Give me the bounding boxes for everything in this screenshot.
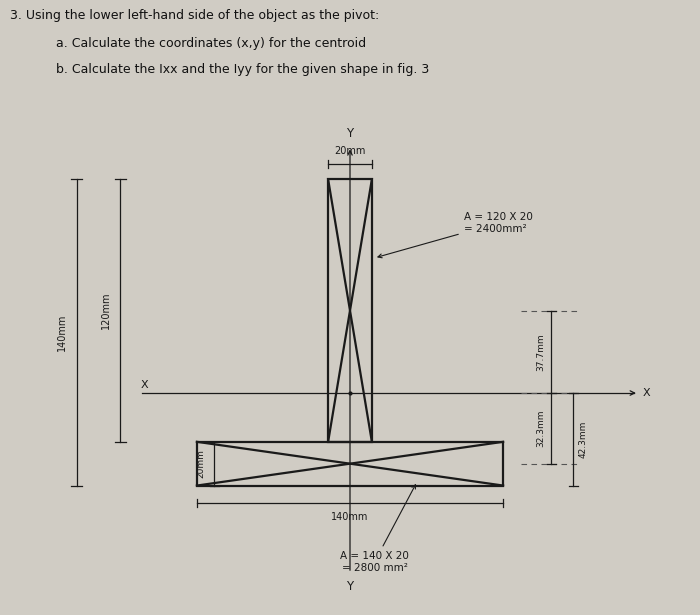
Text: X: X <box>643 388 651 398</box>
Text: 3. Using the lower left-hand side of the object as the pivot:: 3. Using the lower left-hand side of the… <box>10 9 379 22</box>
Text: 20mm: 20mm <box>197 449 206 478</box>
Bar <box>197 442 503 486</box>
Text: 32.3mm: 32.3mm <box>537 410 546 447</box>
Text: a. Calculate the coordinates (x,y) for the centroid: a. Calculate the coordinates (x,y) for t… <box>56 37 366 50</box>
Text: X: X <box>141 379 148 390</box>
Text: Y: Y <box>346 127 354 140</box>
Text: 42.3mm: 42.3mm <box>579 421 587 458</box>
Text: 140mm: 140mm <box>331 512 369 522</box>
Text: b. Calculate the Ixx and the Iyy for the given shape in fig. 3: b. Calculate the Ixx and the Iyy for the… <box>56 63 429 76</box>
Text: Y: Y <box>346 579 354 593</box>
Text: A = 140 X 20
= 2800 mm²: A = 140 X 20 = 2800 mm² <box>340 485 416 573</box>
Text: A = 120 X 20
= 2400mm²: A = 120 X 20 = 2400mm² <box>378 212 533 258</box>
Text: 120mm: 120mm <box>101 292 111 329</box>
Text: 140mm: 140mm <box>57 314 66 351</box>
Text: 20mm: 20mm <box>335 146 365 156</box>
Text: 37.7mm: 37.7mm <box>537 333 546 371</box>
Bar <box>328 180 372 442</box>
